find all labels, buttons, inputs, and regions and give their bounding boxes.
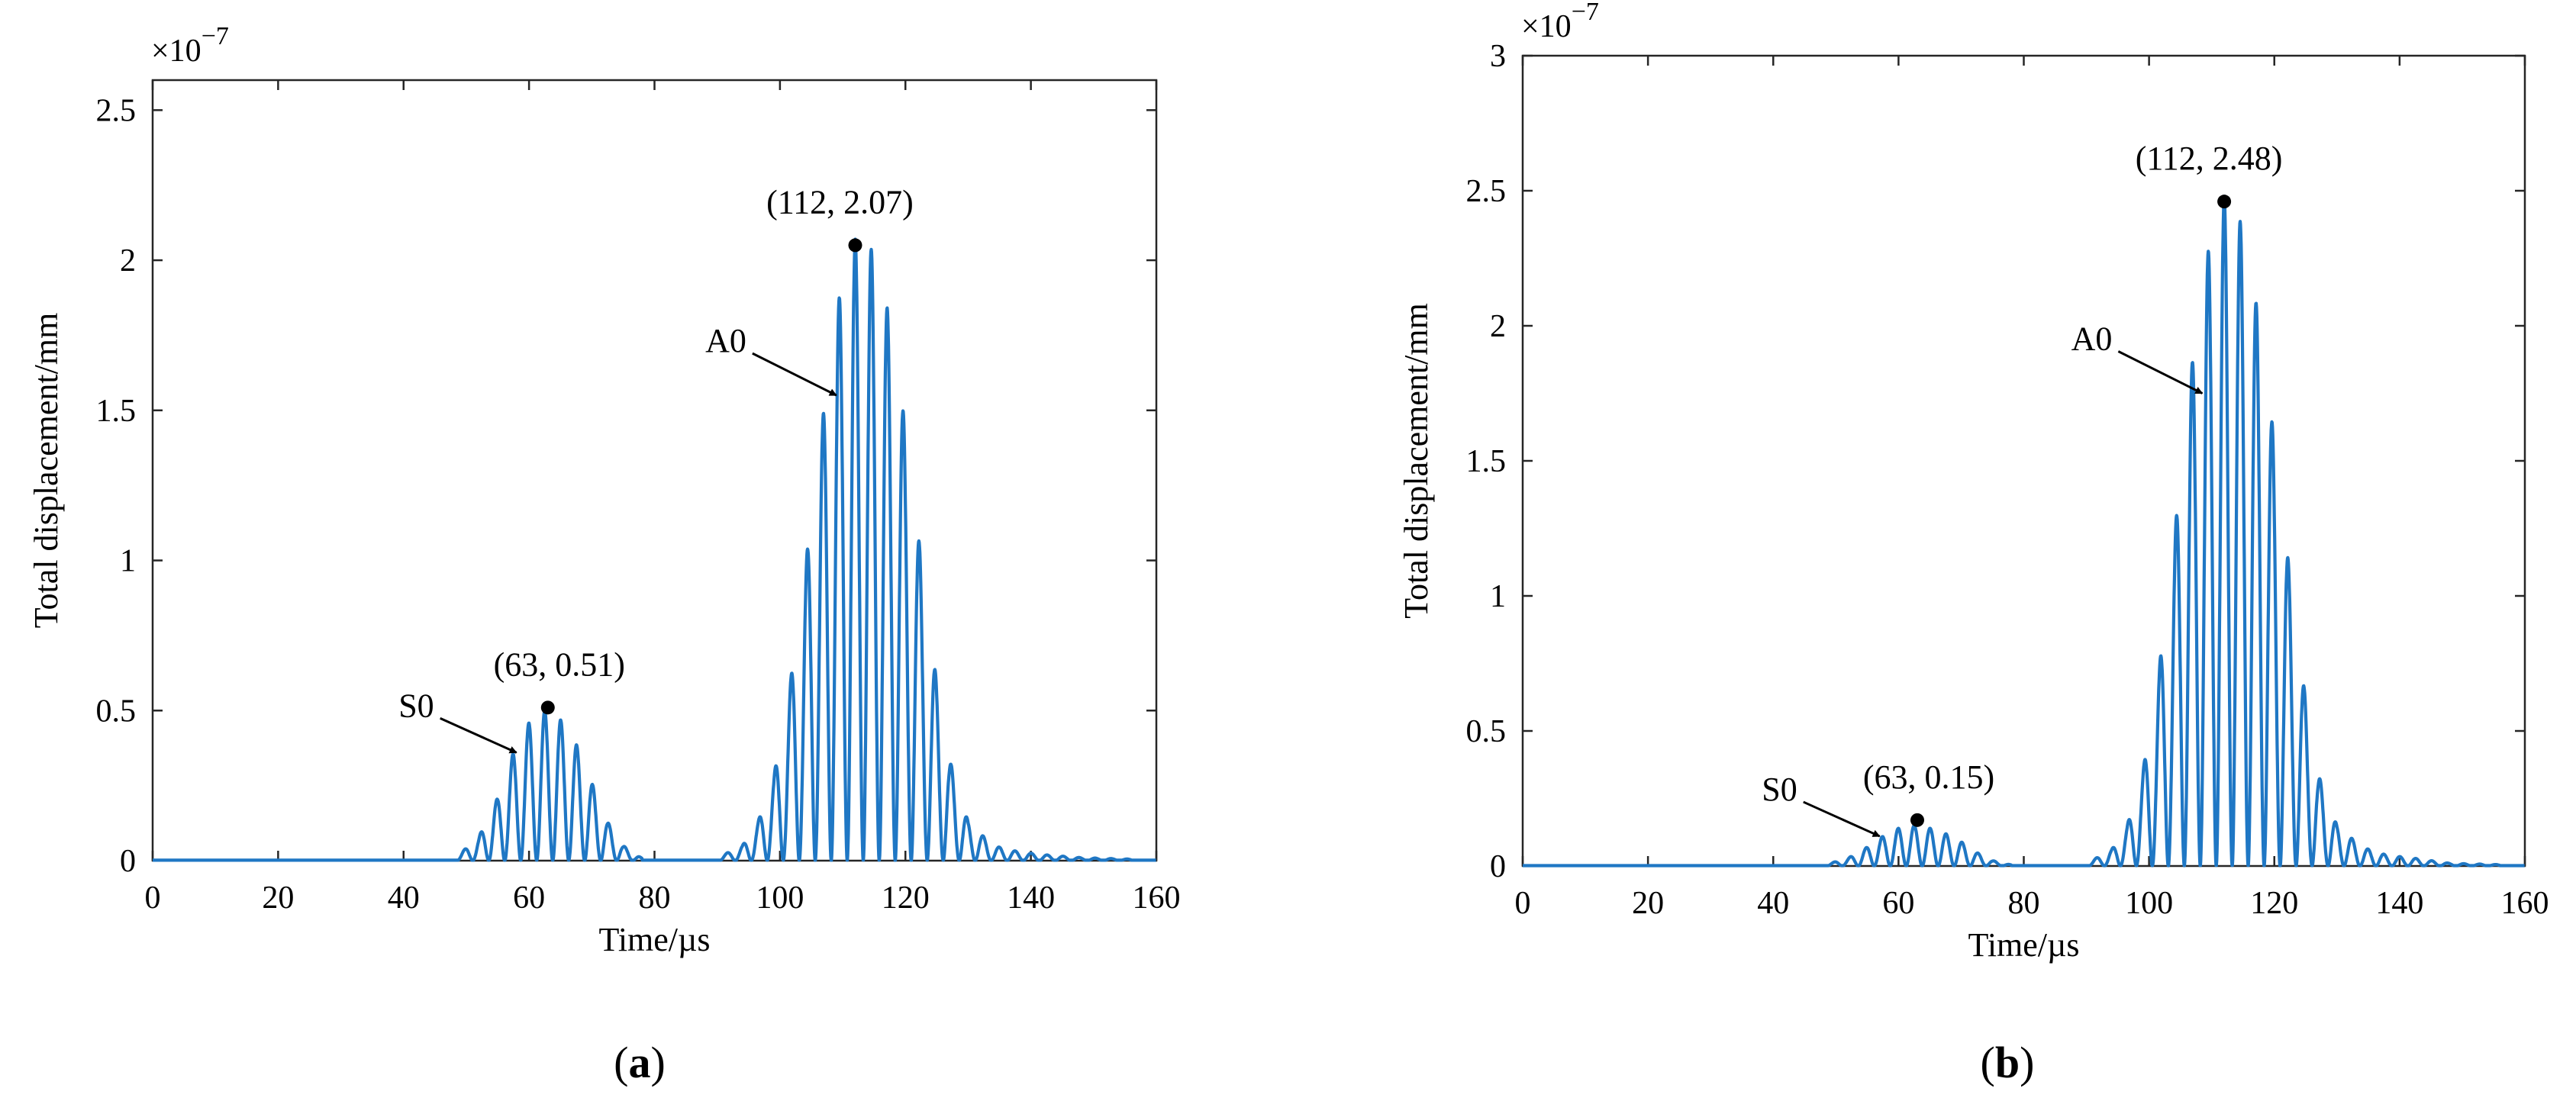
s0-peak-coordinate: (63, 0.51) xyxy=(494,645,625,683)
panel-a: 0 20 40 60 80 100 120 140 160 0 0.5 1 1.5 2 2.5 ×10−7 Ti… xyxy=(27,22,1181,1087)
panel-label: (b) xyxy=(1981,1038,2035,1087)
y-tick-label: 2 xyxy=(120,243,136,278)
s0-peak-marker xyxy=(1910,813,1924,827)
x-tick-label: 0 xyxy=(145,880,161,916)
panel-label-letter: a xyxy=(629,1038,651,1087)
x-tick-label: 160 xyxy=(2501,886,2549,921)
x-tick-label: 60 xyxy=(513,880,545,916)
y-tick-label: 0 xyxy=(120,844,136,879)
a0-peak-marker xyxy=(2217,195,2232,209)
x-tick-label: 100 xyxy=(756,880,804,916)
s0-peak-marker xyxy=(540,700,555,715)
x-tick-label: 120 xyxy=(882,880,930,916)
panel-label: (a) xyxy=(614,1038,666,1087)
x-tick-label: 20 xyxy=(262,880,294,916)
x-tick-label: 0 xyxy=(1515,886,1531,921)
y-exponent-power: −7 xyxy=(1572,0,1599,26)
x-tick-label: 20 xyxy=(1632,886,1664,921)
x-tick-label: 160 xyxy=(1133,880,1181,916)
y-exponent-base: ×10 xyxy=(151,34,202,69)
a0-peak-coordinate: (112, 2.07) xyxy=(766,183,914,221)
y-tick-label: 1 xyxy=(120,544,136,579)
y-tick-label: 0.5 xyxy=(96,694,137,729)
displacement-series-line xyxy=(1521,195,2526,868)
axes-box xyxy=(151,79,1158,862)
y-tick-label: 3 xyxy=(1490,39,1506,74)
a0-peak-marker xyxy=(848,238,862,253)
y-tick-label: 2 xyxy=(1490,309,1506,344)
s0-label: S0 xyxy=(398,687,434,724)
axes-box xyxy=(1521,54,2526,868)
x-tick-label: 100 xyxy=(2125,886,2173,921)
y-tick-label: 0 xyxy=(1490,849,1506,884)
a0-arrow xyxy=(752,352,837,397)
displacement-series-line xyxy=(151,237,1158,862)
y-tick-label: 1.5 xyxy=(1466,444,1507,479)
y-axis-label: Total displacement/mm xyxy=(1398,303,1435,619)
x-tick-label: 140 xyxy=(2375,886,2423,921)
panel-label-open: ( xyxy=(1981,1038,1995,1087)
panel-b: 0 20 40 60 80 100 120 140 160 0 0.5 1 1.5 2 2.5 3 ×10−7 T… xyxy=(1398,0,2549,1087)
panel-label-letter: b xyxy=(1995,1038,2020,1087)
a0-label: A0 xyxy=(2071,320,2113,358)
s0-arrow xyxy=(1803,800,1881,838)
y-exponent-base: ×10 xyxy=(1521,9,1572,44)
y-tick-label: 1 xyxy=(1490,579,1506,614)
x-tick-label: 80 xyxy=(639,880,671,916)
y-axis-label: Total displacement/mm xyxy=(27,313,65,629)
y-tick-label: 2.5 xyxy=(1466,174,1507,209)
panel-label-close: ) xyxy=(2020,1038,2034,1087)
x-axis-label: Time/µs xyxy=(598,921,710,958)
x-tick-label: 40 xyxy=(1757,886,1789,921)
x-tick-label: 80 xyxy=(2008,886,2040,921)
a0-peak-coordinate: (112, 2.48) xyxy=(2136,140,2283,177)
s0-arrow xyxy=(440,716,517,754)
x-tick-label: 140 xyxy=(1007,880,1055,916)
a0-arrow xyxy=(2117,350,2204,394)
x-tick-label: 120 xyxy=(2250,886,2298,921)
s0-peak-coordinate: (63, 0.15) xyxy=(1863,758,1994,796)
x-axis-label: Time/µs xyxy=(1968,926,2079,964)
y-exponent-label: ×10−7 xyxy=(151,22,229,69)
panel-label-close: ) xyxy=(651,1038,666,1087)
y-tick-label: 1.5 xyxy=(96,394,137,429)
y-exponent-power: −7 xyxy=(202,22,229,50)
y-exponent-label: ×10−7 xyxy=(1521,0,1599,44)
x-tick-label: 60 xyxy=(1882,886,1914,921)
y-tick-label: 0.5 xyxy=(1466,714,1507,749)
panel-label-open: ( xyxy=(614,1038,628,1087)
s0-label: S0 xyxy=(1762,771,1797,808)
y-tick-label: 2.5 xyxy=(96,93,137,128)
a0-label: A0 xyxy=(705,322,746,359)
x-tick-label: 40 xyxy=(388,880,420,916)
